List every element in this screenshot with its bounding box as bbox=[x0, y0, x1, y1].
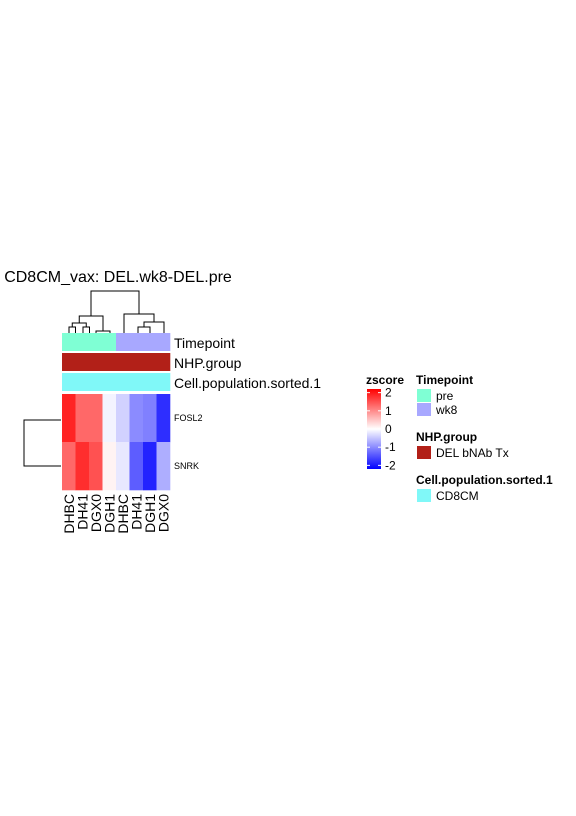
heatmap-cells bbox=[62, 394, 171, 491]
column-label: DHBC bbox=[61, 494, 77, 534]
annotation-cell bbox=[156, 333, 171, 351]
annotation-cell bbox=[89, 373, 103, 391]
annotation-cell bbox=[129, 333, 144, 351]
heatmap-cell bbox=[143, 394, 157, 443]
legend-swatch bbox=[417, 446, 431, 459]
zscore-legend-title: zscore bbox=[366, 373, 404, 387]
heatmap-cell bbox=[116, 442, 130, 491]
heatmap-cell bbox=[156, 442, 171, 491]
column-label: DH41 bbox=[74, 494, 90, 530]
annotation-cell bbox=[156, 373, 171, 391]
heatmap-cell bbox=[89, 394, 103, 443]
annotation-bars: Timepoint NHP.group Cell.population.sorted… bbox=[62, 333, 321, 391]
column-label: DGH1 bbox=[142, 494, 158, 533]
column-label: DGH1 bbox=[101, 494, 117, 533]
annotation-cell bbox=[89, 333, 103, 351]
heatmap-cell bbox=[75, 442, 90, 491]
heatmap-cell bbox=[62, 442, 76, 491]
row-dendrogram bbox=[23, 419, 61, 467]
column-label: DH41 bbox=[128, 494, 144, 530]
annotation-cell bbox=[102, 373, 117, 391]
zscore-tick-label: 0 bbox=[385, 422, 392, 436]
row-labels: FOSL2 SNRK bbox=[174, 413, 203, 471]
zscore-tick-label: 1 bbox=[385, 404, 392, 418]
annotation-label: Cell.population.sorted.1 bbox=[174, 375, 321, 391]
legend-swatch bbox=[417, 403, 431, 416]
legend-swatch bbox=[417, 489, 431, 502]
heatmap-cell bbox=[89, 442, 103, 491]
chart-title: CD8CM_vax: DEL.wk8-DEL.pre bbox=[4, 269, 232, 286]
annotation-cell bbox=[116, 333, 130, 351]
heatmap-cell bbox=[102, 442, 117, 491]
column-label: DHBC bbox=[115, 494, 131, 534]
column-label: DGX0 bbox=[88, 494, 104, 532]
legend-swatch bbox=[417, 389, 431, 402]
zscore-tick-label: 2 bbox=[385, 386, 392, 400]
annotation-cell bbox=[62, 333, 76, 351]
annotation-cell bbox=[102, 333, 117, 351]
heatmap-cell bbox=[129, 442, 144, 491]
annotation-cell bbox=[89, 353, 103, 371]
heatmap-cell bbox=[102, 394, 117, 443]
annotation-cell bbox=[75, 373, 90, 391]
heatmap-cell bbox=[129, 394, 144, 443]
legend-title: NHP.group bbox=[416, 430, 477, 444]
annotation-label: NHP.group bbox=[174, 355, 242, 371]
annotation-label: Timepoint bbox=[174, 335, 235, 351]
zscore-tick-label: -2 bbox=[385, 458, 396, 472]
heatmap-cell bbox=[143, 442, 157, 491]
legend-entry-label: wk8 bbox=[435, 403, 458, 417]
annotation-cell bbox=[62, 353, 76, 371]
legend-entry-label: pre bbox=[436, 389, 454, 403]
legend-entry-label: CD8CM bbox=[436, 489, 479, 503]
annotation-cell bbox=[102, 353, 117, 371]
annotation-cell bbox=[143, 333, 157, 351]
annotation-cell bbox=[143, 353, 157, 371]
row-label: SNRK bbox=[174, 461, 199, 471]
annotation-cell bbox=[116, 373, 130, 391]
annotation-cell bbox=[116, 353, 130, 371]
annotation-cell bbox=[75, 353, 90, 371]
zscore-tick-label: -1 bbox=[385, 440, 396, 454]
legend-title: Timepoint bbox=[416, 373, 473, 387]
annotation-cell bbox=[129, 353, 144, 371]
heatmap-cell bbox=[116, 394, 130, 443]
heatmap-cell bbox=[62, 394, 76, 443]
row-label: FOSL2 bbox=[174, 413, 203, 423]
legend-title: Cell.population.sorted.1 bbox=[416, 473, 553, 487]
heatmap-cell bbox=[75, 394, 90, 443]
zscore-gradient-bar bbox=[367, 389, 381, 469]
column-dendrogram bbox=[68, 290, 165, 333]
heatmap-cell bbox=[156, 394, 171, 443]
zscore-legend: zscore 2 1 0 -1 -2 bbox=[366, 373, 404, 472]
column-label: DGX0 bbox=[155, 494, 171, 532]
annotation-cell bbox=[156, 353, 171, 371]
legend-entry-label: DEL bNAb Tx bbox=[436, 446, 509, 460]
annotation-cell bbox=[129, 373, 144, 391]
annotation-cell bbox=[75, 333, 90, 351]
annotation-cell bbox=[62, 373, 76, 391]
annotation-cell bbox=[143, 373, 157, 391]
